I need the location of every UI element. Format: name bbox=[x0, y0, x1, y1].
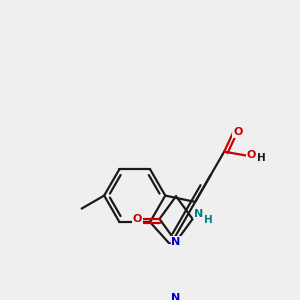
Text: O: O bbox=[133, 214, 142, 224]
Text: H: H bbox=[204, 215, 213, 225]
Text: N: N bbox=[194, 208, 203, 219]
Text: N: N bbox=[171, 237, 181, 247]
Text: O: O bbox=[233, 127, 242, 137]
Text: O: O bbox=[247, 151, 256, 160]
Text: N: N bbox=[171, 293, 181, 300]
Text: H: H bbox=[257, 153, 266, 163]
